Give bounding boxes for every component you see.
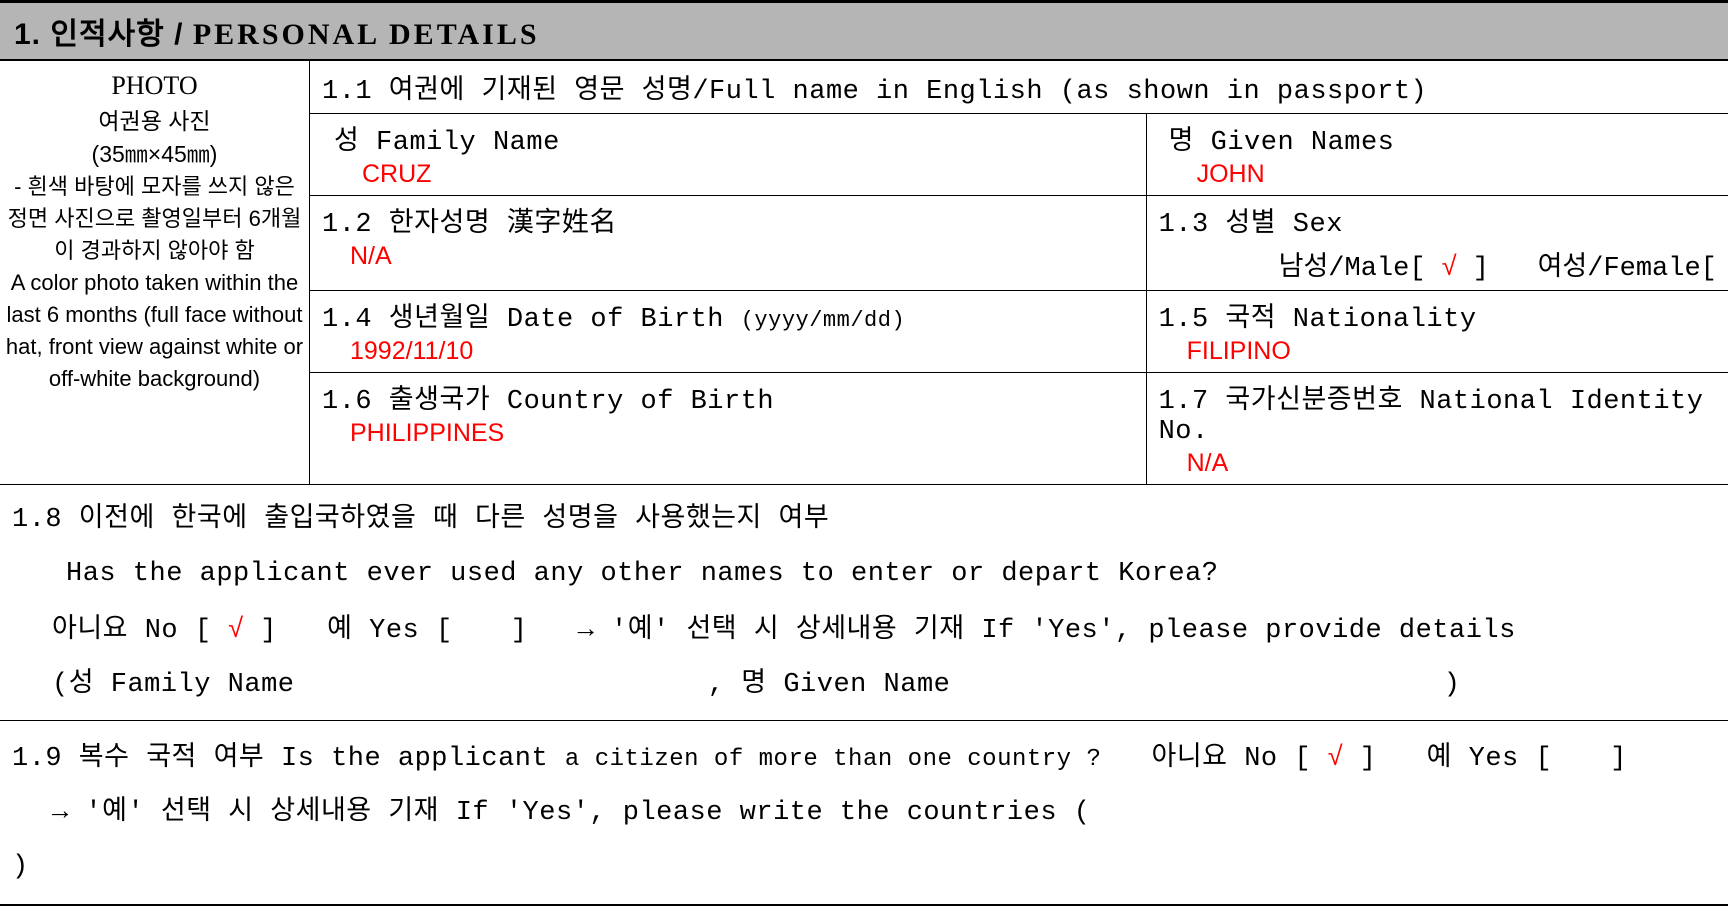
value-1-7[interactable]: N/A <box>1159 447 1716 478</box>
no-label-19: 아니요 No <box>1152 744 1278 774</box>
cell-given-names: 명 Given Names JOHN <box>1147 114 1728 195</box>
photo-line2: (35㎜×45㎜) <box>4 138 305 171</box>
label-1-8-kor: 1.8 이전에 한국에 출입국하였을 때 다른 성명을 사용했는지 여부 <box>12 493 1716 547</box>
label-1-4: 1.4 생년월일 Date of Birth (yyyy/mm/dd) <box>322 295 1134 335</box>
sex-options: 남성/Male[ √ ] 여성/Female[ ] <box>1159 240 1716 284</box>
cell-1-2: 1.2 한자성명 漢字姓名 N/A <box>310 196 1147 290</box>
cell-1-3: 1.3 성별 Sex 남성/Male[ √ ] 여성/Female[ ] <box>1147 196 1728 290</box>
row-1-8: 1.8 이전에 한국에 출입국하였을 때 다른 성명을 사용했는지 여부 Has… <box>0 485 1728 720</box>
photo-eng-desc: A color photo taken within the last 6 mo… <box>4 267 305 395</box>
row-14-15: 1.4 생년월일 Date of Birth (yyyy/mm/dd) 1992… <box>310 291 1728 373</box>
label-1-7: 1.7 국가신분증번호 National Identity No. <box>1159 377 1716 447</box>
close-19: ) <box>12 852 29 882</box>
label-1-5: 1.5 국적 Nationality <box>1159 295 1716 335</box>
no-check-19[interactable]: √ <box>1328 741 1343 771</box>
female-label: 여성/Female <box>1538 254 1701 284</box>
label-1-9: 1.9 복수 국적 여부 Is the applicant <box>12 744 548 774</box>
label-1-6: 1.6 출생국가 Country of Birth <box>322 377 1134 417</box>
section-header: 1. 인적사항 / PERSONAL DETAILS <box>0 3 1728 61</box>
section-number: 1. <box>14 18 41 51</box>
row-12-13: 1.2 한자성명 漢字姓名 N/A 1.3 성별 Sex 남성/Male[ √ … <box>310 196 1728 291</box>
yes-check-19[interactable] <box>1569 741 1577 771</box>
detail-close-18: ) <box>1444 670 1461 700</box>
label-family-name: 성 Family Name <box>334 118 1134 158</box>
cell-1-4: 1.4 생년월일 Date of Birth (yyyy/mm/dd) 1992… <box>310 291 1147 372</box>
cell-1-7: 1.7 국가신분증번호 National Identity No. N/A <box>1147 373 1728 484</box>
photo-kor-desc: - 흰색 바탕에 모자를 쓰지 않은 정면 사진으로 촬영일부터 6개월이 경과… <box>4 171 305 267</box>
value-1-5[interactable]: FILIPINO <box>1159 335 1716 366</box>
no-label-18: 아니요 No <box>12 604 178 658</box>
section-sep: / <box>174 18 183 51</box>
label-1-9b: a citizen of more than one country ? <box>565 746 1101 773</box>
cell-1-6: 1.6 출생국가 Country of Birth PHILIPPINES <box>310 373 1147 484</box>
cell-family-name: 성 Family Name CRUZ <box>310 114 1147 195</box>
label-1-4-hint: (yyyy/mm/dd) <box>741 308 905 333</box>
male-check[interactable]: √ <box>1442 251 1457 281</box>
value-1-6[interactable]: PHILIPPINES <box>322 417 1134 448</box>
section-title-eng: PERSONAL DETAILS <box>193 18 540 51</box>
no-check-18[interactable]: √ <box>228 613 243 643</box>
row-1-9: 1.9 복수 국적 여부 Is the applicant a citizen … <box>0 720 1728 906</box>
value-family-name[interactable]: CRUZ <box>334 158 1134 189</box>
label-1-3: 1.3 성별 Sex <box>1159 200 1716 240</box>
yes-label-18: 예 Yes <box>327 616 419 646</box>
detail-family-18: (성 Family Name <box>12 658 294 712</box>
top-grid: PHOTO 여권용 사진 (35㎜×45㎜) - 흰색 바탕에 모자를 쓰지 않… <box>0 61 1728 485</box>
label-1-8-eng: Has the applicant ever used any other na… <box>12 547 1218 601</box>
row-1-1: 1.1 여권에 기재된 영문 성명/Full name in English (… <box>310 61 1728 114</box>
fields-column: 1.1 여권에 기재된 영문 성명/Full name in English (… <box>310 61 1728 484</box>
value-given-names[interactable]: JOHN <box>1169 158 1716 189</box>
section-title-kor: 인적사항 <box>50 18 164 51</box>
arrow-text-18: → '예' 선택 시 상세내용 기재 If 'Yes', please prov… <box>578 616 1516 646</box>
row-16-17: 1.6 출생국가 Country of Birth PHILIPPINES 1.… <box>310 373 1728 484</box>
value-1-4[interactable]: 1992/11/10 <box>322 335 1134 366</box>
photo-line1: 여권용 사진 <box>4 105 305 138</box>
male-label: 남성/Male <box>1279 254 1410 284</box>
arrow-text-19: → '예' 선택 시 상세내용 기재 If 'Yes', please writ… <box>12 786 1090 840</box>
label-given-names: 명 Given Names <box>1169 118 1716 158</box>
label-1-2: 1.2 한자성명 漢字姓名 <box>322 200 1134 240</box>
detail-given-18: , 명 Given Name <box>708 670 950 700</box>
yes-check-18[interactable] <box>469 613 477 643</box>
value-1-2[interactable]: N/A <box>322 240 1134 271</box>
label-1-1: 1.1 여권에 기재된 영문 성명/Full name in English (… <box>322 77 1427 107</box>
photo-title: PHOTO <box>4 67 305 105</box>
label-1-4-text: 1.4 생년월일 Date of Birth <box>322 305 724 335</box>
row-name: 성 Family Name CRUZ 명 Given Names JOHN <box>310 114 1728 196</box>
yes-label-19: 예 Yes <box>1427 744 1519 774</box>
form-root: 1. 인적사항 / PERSONAL DETAILS PHOTO 여권용 사진 … <box>0 0 1728 906</box>
photo-column: PHOTO 여권용 사진 (35㎜×45㎜) - 흰색 바탕에 모자를 쓰지 않… <box>0 61 310 484</box>
cell-1-5: 1.5 국적 Nationality FILIPINO <box>1147 291 1728 372</box>
